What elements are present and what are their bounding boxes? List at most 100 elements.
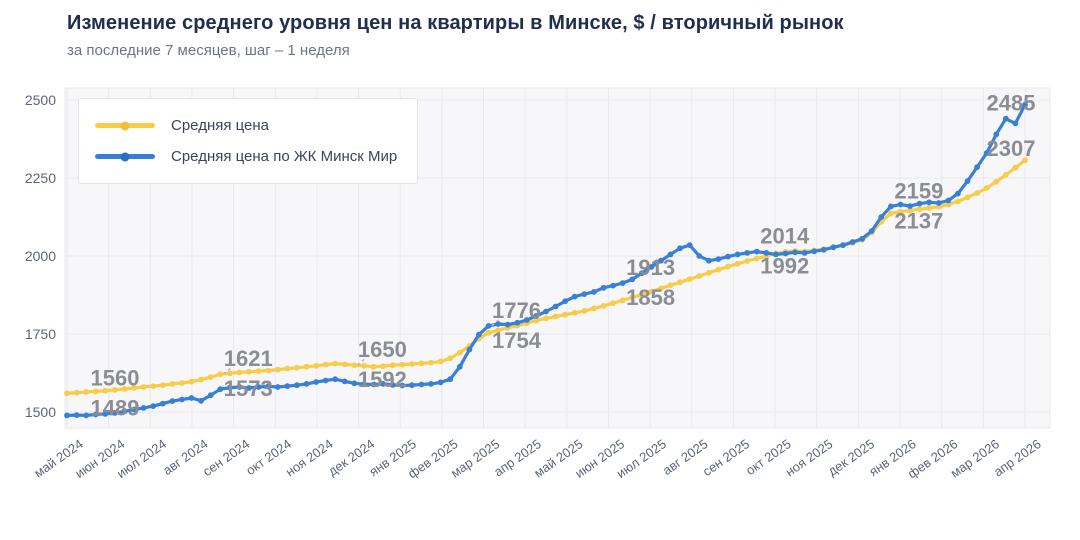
data-point-marker bbox=[447, 355, 454, 362]
data-point-marker bbox=[313, 362, 319, 369]
data-point-marker bbox=[926, 199, 933, 206]
y-tick-label: 1500 bbox=[25, 404, 56, 420]
data-point-marker bbox=[217, 371, 224, 378]
data-point-marker bbox=[562, 311, 569, 318]
data-point-marker bbox=[696, 253, 703, 259]
data-point-marker bbox=[907, 207, 913, 214]
data-point-marker bbox=[332, 376, 339, 383]
data-point-marker bbox=[409, 361, 415, 367]
data-point-marker bbox=[332, 360, 339, 367]
data-point-marker bbox=[801, 250, 808, 256]
data-point-marker bbox=[140, 405, 147, 411]
data-point-marker bbox=[686, 276, 693, 282]
data-point-marker bbox=[227, 384, 233, 391]
data-point-marker bbox=[284, 383, 291, 389]
data-point-marker bbox=[437, 358, 444, 365]
data-point-marker bbox=[619, 280, 626, 286]
data-point-marker bbox=[916, 206, 923, 213]
data-point-marker bbox=[227, 370, 233, 377]
data-point-marker bbox=[236, 384, 243, 390]
data-point-marker bbox=[399, 361, 406, 368]
point-value-label: 1592 bbox=[358, 367, 407, 392]
data-point-marker bbox=[878, 214, 885, 220]
series-minsk-mir-price bbox=[64, 101, 1028, 419]
data-point-marker bbox=[351, 380, 358, 387]
data-point-marker bbox=[361, 381, 367, 388]
data-point-marker bbox=[849, 239, 856, 245]
x-tick-label: ноя 2025 bbox=[783, 436, 836, 479]
point-value-label: 2485 bbox=[987, 91, 1036, 116]
data-point-marker bbox=[198, 376, 205, 383]
data-point-marker bbox=[380, 363, 386, 369]
data-point-marker bbox=[658, 257, 664, 264]
x-tick-label: ноя 2024 bbox=[283, 436, 336, 479]
data-point-marker bbox=[897, 208, 904, 215]
legend-item-minsk-mir[interactable]: Средняя цена по ЖК Минск Мир bbox=[95, 141, 407, 172]
data-point-marker bbox=[447, 376, 454, 383]
data-point-marker bbox=[294, 382, 300, 389]
data-point-marker bbox=[265, 367, 272, 374]
data-point-marker bbox=[188, 378, 195, 385]
point-value-label: 2137 bbox=[894, 208, 943, 233]
data-point-marker bbox=[571, 293, 578, 300]
data-point-marker bbox=[725, 263, 731, 270]
data-point-marker bbox=[198, 397, 205, 404]
data-point-marker bbox=[955, 190, 961, 197]
data-point-marker bbox=[131, 406, 138, 413]
data-point-marker bbox=[581, 308, 588, 314]
data-point-marker bbox=[418, 381, 425, 388]
data-point-marker bbox=[102, 387, 109, 394]
y-tick-label: 2000 bbox=[25, 248, 56, 264]
data-point-marker bbox=[179, 396, 185, 403]
data-point-marker bbox=[514, 319, 521, 326]
data-point-marker bbox=[361, 362, 367, 369]
data-point-marker bbox=[303, 381, 310, 387]
data-point-marker bbox=[370, 381, 377, 388]
data-point-marker bbox=[485, 329, 492, 336]
data-point-marker bbox=[380, 381, 386, 387]
data-point-marker bbox=[600, 284, 607, 291]
data-point-marker bbox=[504, 321, 511, 328]
data-point-marker bbox=[112, 410, 118, 416]
data-point-marker bbox=[945, 201, 952, 208]
data-point-marker bbox=[974, 164, 980, 171]
data-point-marker bbox=[667, 282, 674, 289]
data-point-marker bbox=[121, 386, 128, 392]
data-point-marker bbox=[217, 386, 224, 393]
data-point-marker bbox=[284, 365, 291, 372]
data-point-marker bbox=[543, 315, 549, 322]
data-point-marker bbox=[638, 270, 645, 277]
data-point-marker bbox=[888, 210, 894, 217]
data-point-marker bbox=[964, 194, 971, 201]
point-value-label: 1560 bbox=[91, 365, 140, 390]
point-value-label: 1573 bbox=[224, 376, 273, 401]
data-point-marker bbox=[428, 381, 434, 387]
x-tick-label: апр 2026 bbox=[991, 436, 1044, 479]
data-point-marker bbox=[179, 380, 185, 386]
data-point-marker bbox=[159, 400, 166, 407]
data-point-marker bbox=[993, 131, 1000, 138]
data-point-marker bbox=[1022, 157, 1028, 164]
data-point-marker bbox=[495, 321, 501, 327]
data-point-marker bbox=[188, 395, 195, 401]
data-point-marker bbox=[370, 363, 377, 370]
data-point-marker bbox=[169, 398, 176, 404]
data-point-marker bbox=[763, 250, 770, 256]
data-point-marker bbox=[399, 382, 406, 389]
data-point-marker bbox=[552, 313, 559, 320]
data-point-marker bbox=[782, 250, 789, 257]
point-value-label: 1754 bbox=[492, 328, 542, 353]
data-point-marker bbox=[1012, 120, 1019, 127]
legend-item-avg-price[interactable]: Средняя цена bbox=[95, 110, 407, 141]
data-point-marker bbox=[274, 366, 281, 373]
data-point-marker bbox=[600, 303, 607, 309]
data-point-marker bbox=[686, 242, 693, 249]
data-point-marker bbox=[1022, 101, 1028, 108]
data-point-marker bbox=[418, 360, 425, 367]
data-point-marker bbox=[341, 378, 348, 385]
data-point-marker bbox=[255, 368, 262, 374]
point-value-label: 1776 bbox=[492, 298, 541, 323]
data-point-marker bbox=[255, 384, 262, 390]
data-point-marker bbox=[773, 251, 779, 258]
data-point-marker bbox=[792, 249, 798, 256]
